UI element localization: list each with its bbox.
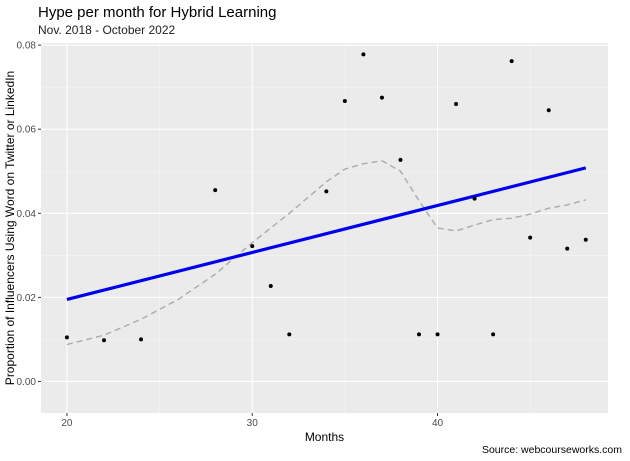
y-tick-label: 0.02 (17, 293, 37, 304)
minor-grid (41, 43, 608, 413)
linear-fit-line (66, 166, 587, 302)
data-point (565, 246, 570, 251)
y-tick-label: 0.06 (17, 125, 37, 136)
x-tick-label: 20 (61, 418, 73, 429)
y-tick-label: 0.08 (17, 41, 37, 52)
data-point (250, 244, 255, 249)
data-point (583, 237, 588, 242)
data-point (361, 52, 366, 57)
loess-smooth-line (66, 159, 586, 346)
x-axis-title: Months (305, 430, 344, 444)
y-tick-label: 0.04 (17, 209, 37, 220)
data-point (324, 189, 329, 194)
x-axis: 20 30 40 (61, 413, 444, 429)
y-axis: 0.00 0.02 0.04 0.06 0.08 (17, 41, 41, 388)
y-tick-label: 0.00 (17, 377, 37, 388)
data-point (102, 338, 106, 343)
data-point (435, 332, 440, 337)
plot-panel (41, 43, 608, 413)
major-grid (41, 43, 608, 413)
data-point (139, 337, 144, 342)
data-point (342, 99, 347, 104)
data-point (417, 332, 421, 337)
chart-subtitle: Nov. 2018 - October 2022 (38, 23, 176, 37)
data-point (509, 59, 514, 64)
data-point (379, 95, 384, 100)
data-point (287, 332, 292, 337)
y-axis-title: Proportion of Influencers Using Word on … (3, 71, 17, 385)
data-point (454, 101, 459, 106)
data-point (268, 284, 273, 289)
data-point (398, 157, 403, 162)
data-points (64, 52, 588, 343)
chart-title: Hype per month for Hybrid Learning (38, 4, 277, 21)
x-tick-label: 30 (247, 418, 259, 429)
data-point (213, 188, 218, 193)
data-point (491, 332, 496, 337)
source-caption: Source: webcourseworks.com (481, 444, 622, 456)
data-point (546, 108, 551, 113)
data-point (64, 335, 69, 340)
data-point (472, 196, 477, 201)
x-tick-label: 40 (432, 418, 444, 429)
data-point (528, 235, 533, 240)
